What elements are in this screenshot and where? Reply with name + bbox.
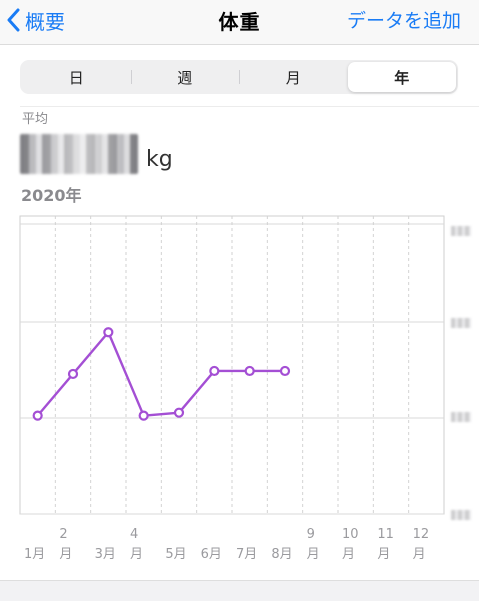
x-tick-label-suffix: 月 (377, 547, 390, 562)
period-label: 2020年 (21, 186, 82, 205)
x-tick-label: 2 (59, 527, 67, 542)
segment-year[interactable]: 年 (347, 62, 456, 92)
bottom-bar (0, 580, 479, 601)
y-axis-label-redacted (451, 510, 471, 520)
period-segmented-control: 日 週 月 年 (20, 60, 458, 94)
weight-series-line (36, 331, 285, 417)
x-tick-label: 7月 (236, 547, 257, 562)
segment-day[interactable]: 日 (68, 68, 84, 87)
chevron-left-icon (7, 8, 20, 32)
x-tick-label: 11 (377, 527, 394, 542)
average-label: 平均 (22, 112, 49, 127)
segment-week[interactable]: 週 (130, 62, 240, 92)
x-tick-label: 8月 (271, 547, 292, 562)
x-tick-label-suffix: 月 (413, 547, 426, 562)
x-tick-label-suffix: 月 (307, 547, 320, 562)
segment-month[interactable]: 月 (239, 62, 348, 92)
back-button[interactable]: 概要 (6, 5, 65, 35)
average-unit: kg (146, 147, 173, 172)
chart-svg: 1月 2 月 3月 4 月 5月 6月 7月 8月 9 月 10 月 11 月 12 月 (19, 215, 445, 562)
weight-chart: 1月 2 月 3月 4 月 5月 6月 7月 8月 9 月 10 月 11 月 12 月 (0, 212, 479, 582)
x-tick-label: 3月 (95, 547, 116, 562)
navigation-bar: 概要 体重 データを追加 (0, 0, 479, 45)
x-tick-label: 10 (342, 527, 359, 542)
x-tick-label-suffix: 月 (130, 547, 143, 562)
x-tick-label-suffix: 月 (342, 547, 355, 562)
y-axis-label-redacted (451, 226, 471, 236)
y-axis-label-redacted (451, 318, 471, 328)
data-point[interactable] (138, 410, 149, 421)
x-tick-label: 1月 (24, 547, 45, 562)
data-point[interactable] (103, 327, 114, 338)
data-point[interactable] (244, 365, 255, 377)
add-data-button[interactable]: データを追加 (346, 10, 461, 32)
summary-divider (20, 106, 479, 107)
page-title: 体重 (218, 10, 261, 34)
data-point[interactable] (279, 365, 291, 377)
x-tick-label: 4 (130, 527, 138, 542)
x-tick-label: 12 (413, 527, 430, 542)
x-tick-label: 6月 (201, 547, 222, 562)
x-tick-label-suffix: 月 (59, 547, 72, 562)
data-point[interactable] (32, 410, 43, 421)
back-button-label: 概要 (25, 9, 65, 34)
x-tick-label: 5月 (165, 547, 186, 562)
x-tick-label: 9 (307, 527, 315, 542)
y-axis-label-redacted (451, 412, 471, 422)
data-point[interactable] (209, 365, 220, 377)
average-value: kg (20, 130, 173, 174)
data-point[interactable] (67, 368, 79, 380)
average-value-redacted (20, 134, 138, 174)
data-point[interactable] (173, 407, 185, 418)
